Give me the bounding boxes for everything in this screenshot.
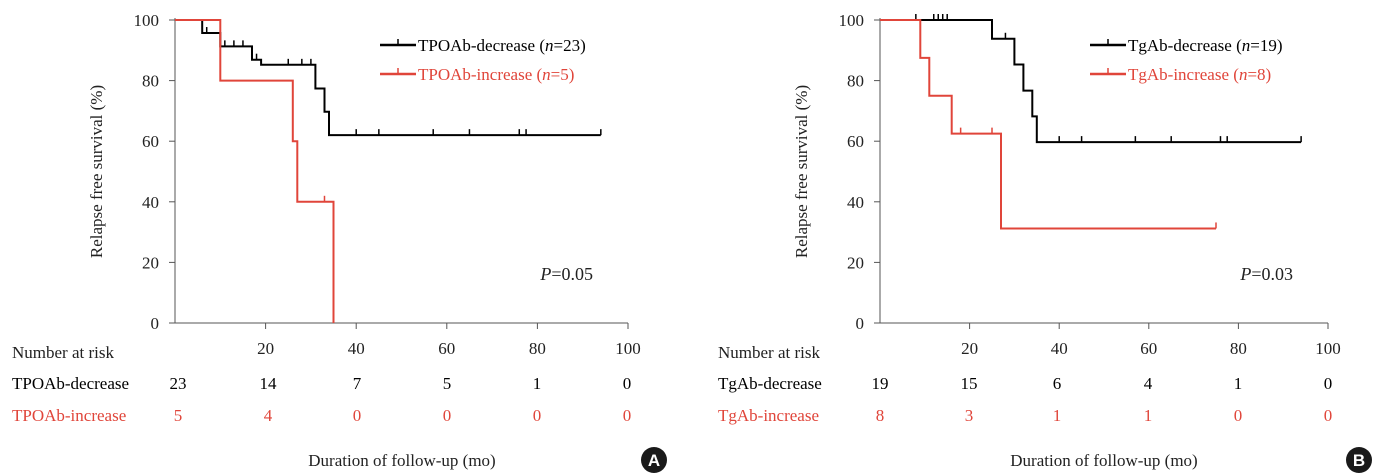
panel-badge-circle bbox=[641, 447, 667, 473]
x-tick-label: 60 bbox=[438, 339, 455, 358]
x-axis-label: Duration of follow-up (mo) bbox=[308, 451, 495, 470]
p-value-annotation: P=0.03 bbox=[1239, 264, 1293, 284]
x-tick-label: 80 bbox=[1230, 339, 1247, 358]
x-tick-label: 20 bbox=[961, 339, 978, 358]
risk-count: 23 bbox=[170, 374, 187, 393]
x-axis-label: Duration of follow-up (mo) bbox=[1010, 451, 1197, 470]
legend-n-pre: ( bbox=[535, 36, 545, 55]
risk-count: 4 bbox=[1144, 374, 1153, 393]
risk-row-label: TgAb-increase bbox=[718, 406, 819, 425]
risk-count: 5 bbox=[174, 406, 183, 425]
legend-n-pre: ( bbox=[1229, 65, 1239, 84]
risk-count: 7 bbox=[353, 374, 362, 393]
risk-count: 0 bbox=[1234, 406, 1243, 425]
risk-count: 0 bbox=[353, 406, 362, 425]
panel-badge-label: A bbox=[648, 451, 660, 470]
risk-count: 3 bbox=[965, 406, 974, 425]
y-tick-label: 40 bbox=[847, 193, 864, 212]
legend-name: TPOAb-increase bbox=[418, 65, 532, 84]
x-tick-label: 40 bbox=[348, 339, 365, 358]
series-line-tpoab-increase bbox=[175, 19, 335, 323]
legend-n-post: =8) bbox=[1247, 65, 1271, 84]
series-line-tgab-decrease bbox=[880, 19, 1302, 144]
risk-count: 0 bbox=[623, 406, 632, 425]
p-symbol: P bbox=[539, 264, 551, 284]
risk-count: 0 bbox=[623, 374, 632, 393]
risk-count: 5 bbox=[443, 374, 452, 393]
y-tick-label: 60 bbox=[142, 132, 159, 151]
y-tick-label: 100 bbox=[839, 11, 865, 30]
y-axis-label: Relapse free survival (%) bbox=[792, 85, 811, 258]
y-tick-label: 40 bbox=[142, 193, 159, 212]
p-symbol: P bbox=[1239, 264, 1251, 284]
x-tick-label: 60 bbox=[1140, 339, 1157, 358]
risk-count: 1 bbox=[1234, 374, 1243, 393]
risk-row-label: TPOAb-increase bbox=[12, 406, 126, 425]
x-tick-label: 100 bbox=[1315, 339, 1341, 358]
x-tick-label: 80 bbox=[529, 339, 546, 358]
legend-entry: TPOAb-decrease (n=23) bbox=[418, 36, 586, 55]
series-line-tgab-increase bbox=[880, 19, 1216, 230]
risk-count: 1 bbox=[533, 374, 542, 393]
y-tick-label: 60 bbox=[847, 132, 864, 151]
legend-n-symbol: n bbox=[545, 36, 554, 55]
risk-table-title: Number at risk bbox=[718, 343, 820, 362]
risk-count: 8 bbox=[876, 406, 885, 425]
risk-count: 1 bbox=[1053, 406, 1062, 425]
panel-badge-label: B bbox=[1353, 451, 1365, 470]
y-tick-label: 80 bbox=[142, 72, 159, 91]
risk-count: 1 bbox=[1144, 406, 1153, 425]
risk-count: 0 bbox=[533, 406, 542, 425]
series-line-tpoab-decrease bbox=[175, 19, 601, 137]
risk-row-label: TPOAb-decrease bbox=[12, 374, 129, 393]
legend-entry: TgAb-increase (n=8) bbox=[1128, 65, 1271, 84]
panel-badge-circle bbox=[1346, 447, 1372, 473]
risk-count: 14 bbox=[260, 374, 278, 393]
legend-n-post: =5) bbox=[551, 65, 575, 84]
p-value-text: =0.05 bbox=[551, 264, 593, 284]
y-tick-label: 80 bbox=[847, 72, 864, 91]
x-tick-label: 40 bbox=[1051, 339, 1068, 358]
legend-name: TgAb-increase bbox=[1128, 65, 1229, 84]
y-tick-label: 0 bbox=[151, 314, 160, 333]
y-tick-label: 100 bbox=[134, 11, 160, 30]
risk-count: 0 bbox=[1324, 374, 1333, 393]
risk-count: 19 bbox=[872, 374, 889, 393]
risk-count: 4 bbox=[264, 406, 273, 425]
legend-n-post: =19) bbox=[1250, 36, 1282, 55]
risk-count: 6 bbox=[1053, 374, 1062, 393]
x-tick-label: 100 bbox=[615, 339, 641, 358]
y-tick-label: 20 bbox=[847, 253, 864, 272]
risk-row-label: TgAb-decrease bbox=[718, 374, 822, 393]
risk-table-title: Number at risk bbox=[12, 343, 114, 362]
legend-n-symbol: n bbox=[542, 65, 551, 84]
p-value-annotation: P=0.05 bbox=[539, 264, 593, 284]
legend-entry: TgAb-decrease (n=19) bbox=[1128, 36, 1283, 55]
legend-n-symbol: n bbox=[1242, 36, 1251, 55]
legend-n-symbol: n bbox=[1239, 65, 1248, 84]
legend-entry: TPOAb-increase (n=5) bbox=[418, 65, 574, 84]
y-tick-label: 20 bbox=[142, 253, 159, 272]
risk-count: 0 bbox=[1324, 406, 1333, 425]
y-tick-label: 0 bbox=[856, 314, 865, 333]
legend-n-pre: ( bbox=[532, 65, 542, 84]
legend-name: TgAb-decrease bbox=[1128, 36, 1232, 55]
y-axis-label: Relapse free survival (%) bbox=[87, 85, 106, 258]
x-tick-label: 20 bbox=[257, 339, 274, 358]
legend-name: TPOAb-decrease bbox=[418, 36, 535, 55]
legend-n-post: =23) bbox=[553, 36, 585, 55]
p-value-text: =0.03 bbox=[1251, 264, 1293, 284]
risk-count: 15 bbox=[961, 374, 978, 393]
legend-n-pre: ( bbox=[1232, 36, 1242, 55]
risk-count: 0 bbox=[443, 406, 452, 425]
